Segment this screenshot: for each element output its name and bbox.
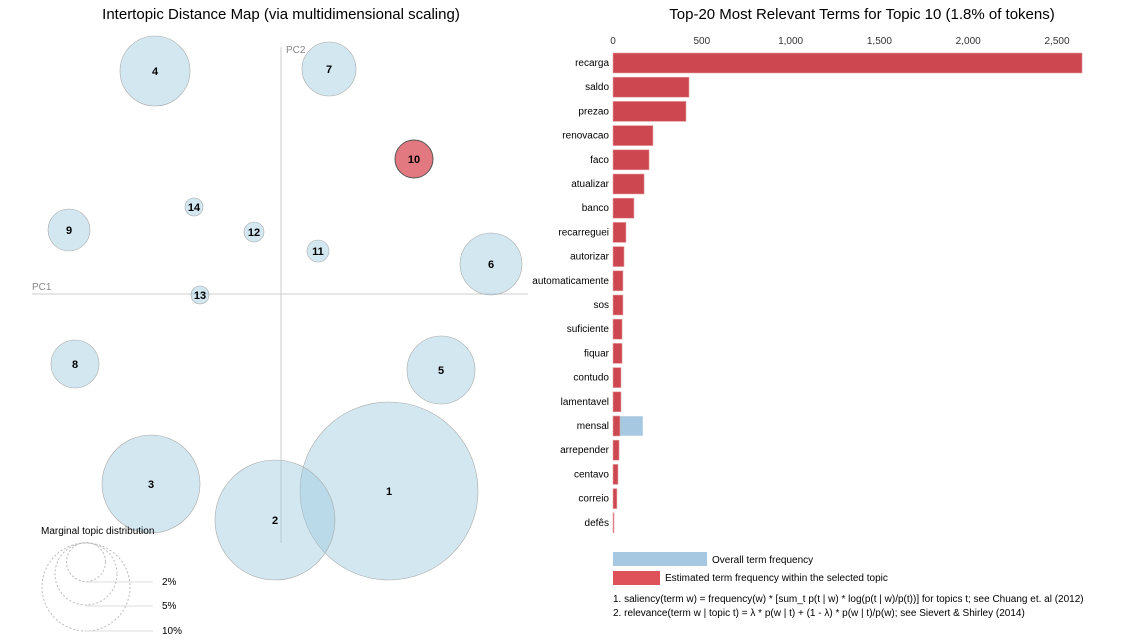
topic-bubble-10[interactable] [394,139,434,179]
term-label[interactable]: fiquar [584,348,610,359]
footnote-relevance: 2. relevance(term w | topic t) = λ * p(w… [613,608,1025,619]
term-label[interactable]: banco [582,203,610,214]
x-tick-label: 2,000 [956,36,981,47]
footnote-saliency: 1. saliency(term w) = frequency(w) * [su… [613,594,1084,605]
legend-topic-label: Estimated term frequency within the sele… [665,573,888,584]
bar-topic-prezao[interactable] [612,101,687,122]
x-tick-label: 1,500 [867,36,892,47]
marginal-legend-circle [54,542,118,606]
bar-topic-defês[interactable] [612,512,615,534]
topic-label-14: 14 [188,202,201,214]
term-label[interactable]: suficiente [567,324,610,335]
term-label[interactable]: lamentavel [561,397,609,408]
bar-topic-fiquar[interactable] [612,343,623,364]
term-label[interactable]: prezao [578,106,609,117]
bar-topic-faco[interactable] [612,149,650,171]
term-label[interactable]: centavo [574,469,609,480]
topic-label-12: 12 [248,227,260,239]
topic-label-4: 4 [152,66,159,78]
topic-bubble-11[interactable] [306,239,330,263]
topic-label-13: 13 [194,290,206,302]
bar-topic-autorizar[interactable] [612,246,625,267]
marginal-legend-circle [66,542,106,582]
bar-topic-correio[interactable] [612,488,618,509]
term-label[interactable]: arrepender [560,445,610,456]
topic-bubble-12[interactable] [243,221,265,243]
term-label[interactable]: recarreguei [558,227,609,238]
topic-bubble-4[interactable] [119,35,191,107]
term-label[interactable]: recarga [575,58,609,69]
topic-label-7: 7 [326,64,332,76]
topic-bubble-5[interactable] [406,335,476,405]
marginal-legend-label: 10% [162,626,182,637]
topic-bubble-8[interactable] [50,339,100,389]
bar-topic-recarreguei[interactable] [612,222,627,243]
bar-topic-contudo[interactable] [612,367,622,388]
topic-label-11: 11 [312,246,324,258]
x-tick-label: 1,000 [778,36,803,47]
term-label[interactable]: renovacao [562,131,609,142]
bar-topic-automaticamente[interactable] [612,270,624,292]
bar-topic-lamentavel[interactable] [612,391,622,413]
bar-topic-sos[interactable] [612,294,624,316]
map-title: Intertopic Distance Map (via multidimens… [102,6,460,23]
topic-label-10: 10 [408,154,420,166]
legend-topic-swatch [613,571,660,585]
bar-topic-arrepender[interactable] [612,439,620,461]
topic-bubble-7[interactable] [301,41,357,97]
bar-topic-banco[interactable] [612,197,635,219]
x-tick-label: 2,500 [1044,36,1069,47]
topic-bubble-3[interactable] [101,434,201,534]
term-label[interactable]: saldo [585,82,609,93]
bar-topic-centavo[interactable] [612,464,619,485]
topic-label-3: 3 [148,479,154,491]
x-tick-label: 0 [610,36,616,47]
topic-label-2: 2 [272,515,278,527]
topic-bubble-6[interactable] [459,232,523,296]
pc2-label: PC2 [286,45,306,56]
term-label[interactable]: correio [578,494,609,505]
topic-label-6: 6 [488,259,494,271]
bar-topic-atualizar[interactable] [612,173,645,195]
topic-bubble-2[interactable] [214,459,336,581]
legend-overall-label: Overall term frequency [712,555,813,566]
term-label[interactable]: defês [585,518,609,529]
bar-topic-suficiente[interactable] [612,318,623,340]
term-label[interactable]: mensal [577,421,609,432]
term-label[interactable]: contudo [573,373,609,384]
term-label[interactable]: faco [590,155,609,166]
marginal-legend-label: 2% [162,577,177,588]
topic-bubble-13[interactable] [190,285,210,305]
bar-topic-mensal[interactable] [612,415,621,437]
topic-label-5: 5 [438,365,444,377]
term-label[interactable]: atualizar [571,179,609,190]
topic-bubble-9[interactable] [47,208,91,252]
topic-label-8: 8 [72,359,78,371]
topic-label-1: 1 [386,486,392,498]
pc1-label: PC1 [32,282,52,293]
term-label[interactable]: sos [593,300,609,311]
term-label[interactable]: automaticamente [532,276,609,287]
term-label[interactable]: autorizar [570,252,610,263]
topic-label-9: 9 [66,225,72,237]
legend-overall-swatch [613,552,707,566]
marginal-legend-circle [41,542,131,632]
x-tick-label: 500 [693,36,710,47]
marginal-legend-label: 5% [162,601,177,612]
bar-title: Top-20 Most Relevant Terms for Topic 10 … [669,6,1054,23]
bar-topic-renovacao[interactable] [612,125,654,146]
topic-bubble-1[interactable] [299,401,479,581]
bar-topic-recarga[interactable] [612,52,1083,74]
marginal-legend-title: Marginal topic distribution [41,526,154,537]
bar-topic-saldo[interactable] [612,76,690,98]
topic-bubble-14[interactable] [184,197,204,217]
